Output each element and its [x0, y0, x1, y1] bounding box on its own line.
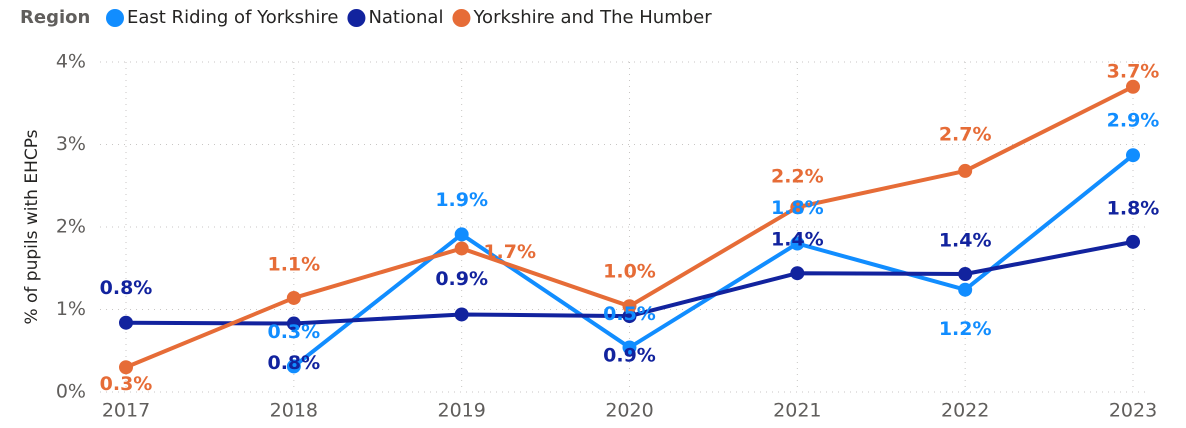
data-point [286, 290, 301, 305]
legend-label: East Riding of Yorkshire [127, 7, 338, 28]
data-label: 1.0% [603, 261, 656, 283]
legend-label: National [368, 7, 443, 28]
data-label: 1.1% [267, 253, 320, 275]
data-point [790, 200, 805, 215]
data-label: 1.9% [435, 189, 488, 211]
data-point [958, 282, 973, 297]
data-point [958, 267, 973, 282]
legend-label: Yorkshire and The Humber [472, 7, 712, 28]
x-tick-label: 2018 [270, 400, 318, 422]
y-axis-title: % of pupils with EHCPs [22, 129, 42, 324]
data-label: 1.8% [771, 197, 824, 219]
data-label: 2.9% [1107, 110, 1160, 132]
x-tick-label: 2022 [941, 400, 989, 422]
data-label: 0.3% [267, 321, 320, 343]
x-tick-label: 2023 [1109, 400, 1157, 422]
data-point [454, 241, 469, 256]
data-point [622, 340, 637, 355]
data-label: 2.7% [939, 123, 992, 145]
data-label: 1.2% [939, 318, 992, 340]
legend-marker [347, 9, 366, 27]
data-label: 1.8% [1107, 197, 1160, 219]
data-point [622, 309, 637, 324]
y-tick-label: 3% [56, 133, 86, 155]
data-point [286, 359, 301, 374]
data-label: 1.7% [483, 241, 536, 263]
data-point [454, 307, 469, 322]
data-point [1126, 148, 1140, 163]
data-label: 0.5% [603, 303, 656, 325]
x-tick-label: 2019 [437, 400, 485, 422]
data-label: 1.4% [771, 229, 824, 251]
data-label: 0.8% [100, 277, 153, 299]
y-tick-label: 2% [56, 216, 86, 238]
data-label: 0.8% [267, 352, 320, 374]
data-point [790, 236, 805, 251]
y-tick-label: 0% [56, 381, 86, 403]
data-point [454, 227, 469, 242]
data-label: 0.9% [603, 345, 656, 367]
x-tick-label: 2021 [773, 400, 821, 422]
data-point [286, 316, 301, 331]
data-point [119, 315, 133, 330]
data-point [119, 360, 133, 375]
data-label: 1.4% [939, 230, 992, 252]
data-label: 0.3% [100, 373, 153, 395]
y-tick-label: 1% [56, 298, 86, 320]
data-label: 2.2% [771, 166, 824, 188]
x-tick-label: 2017 [102, 400, 150, 422]
data-point [1126, 234, 1140, 249]
legend-marker [452, 9, 471, 27]
data-point [622, 299, 637, 314]
x-tick-label: 2020 [605, 400, 653, 422]
data-point [790, 266, 805, 281]
y-tick-label: 4% [56, 51, 86, 73]
data-label: 3.7% [1107, 60, 1160, 82]
data-point [1126, 79, 1140, 94]
data-point [958, 163, 973, 178]
legend-marker [106, 9, 124, 27]
data-label: 0.9% [435, 268, 488, 290]
legend-title: Region [20, 7, 90, 28]
